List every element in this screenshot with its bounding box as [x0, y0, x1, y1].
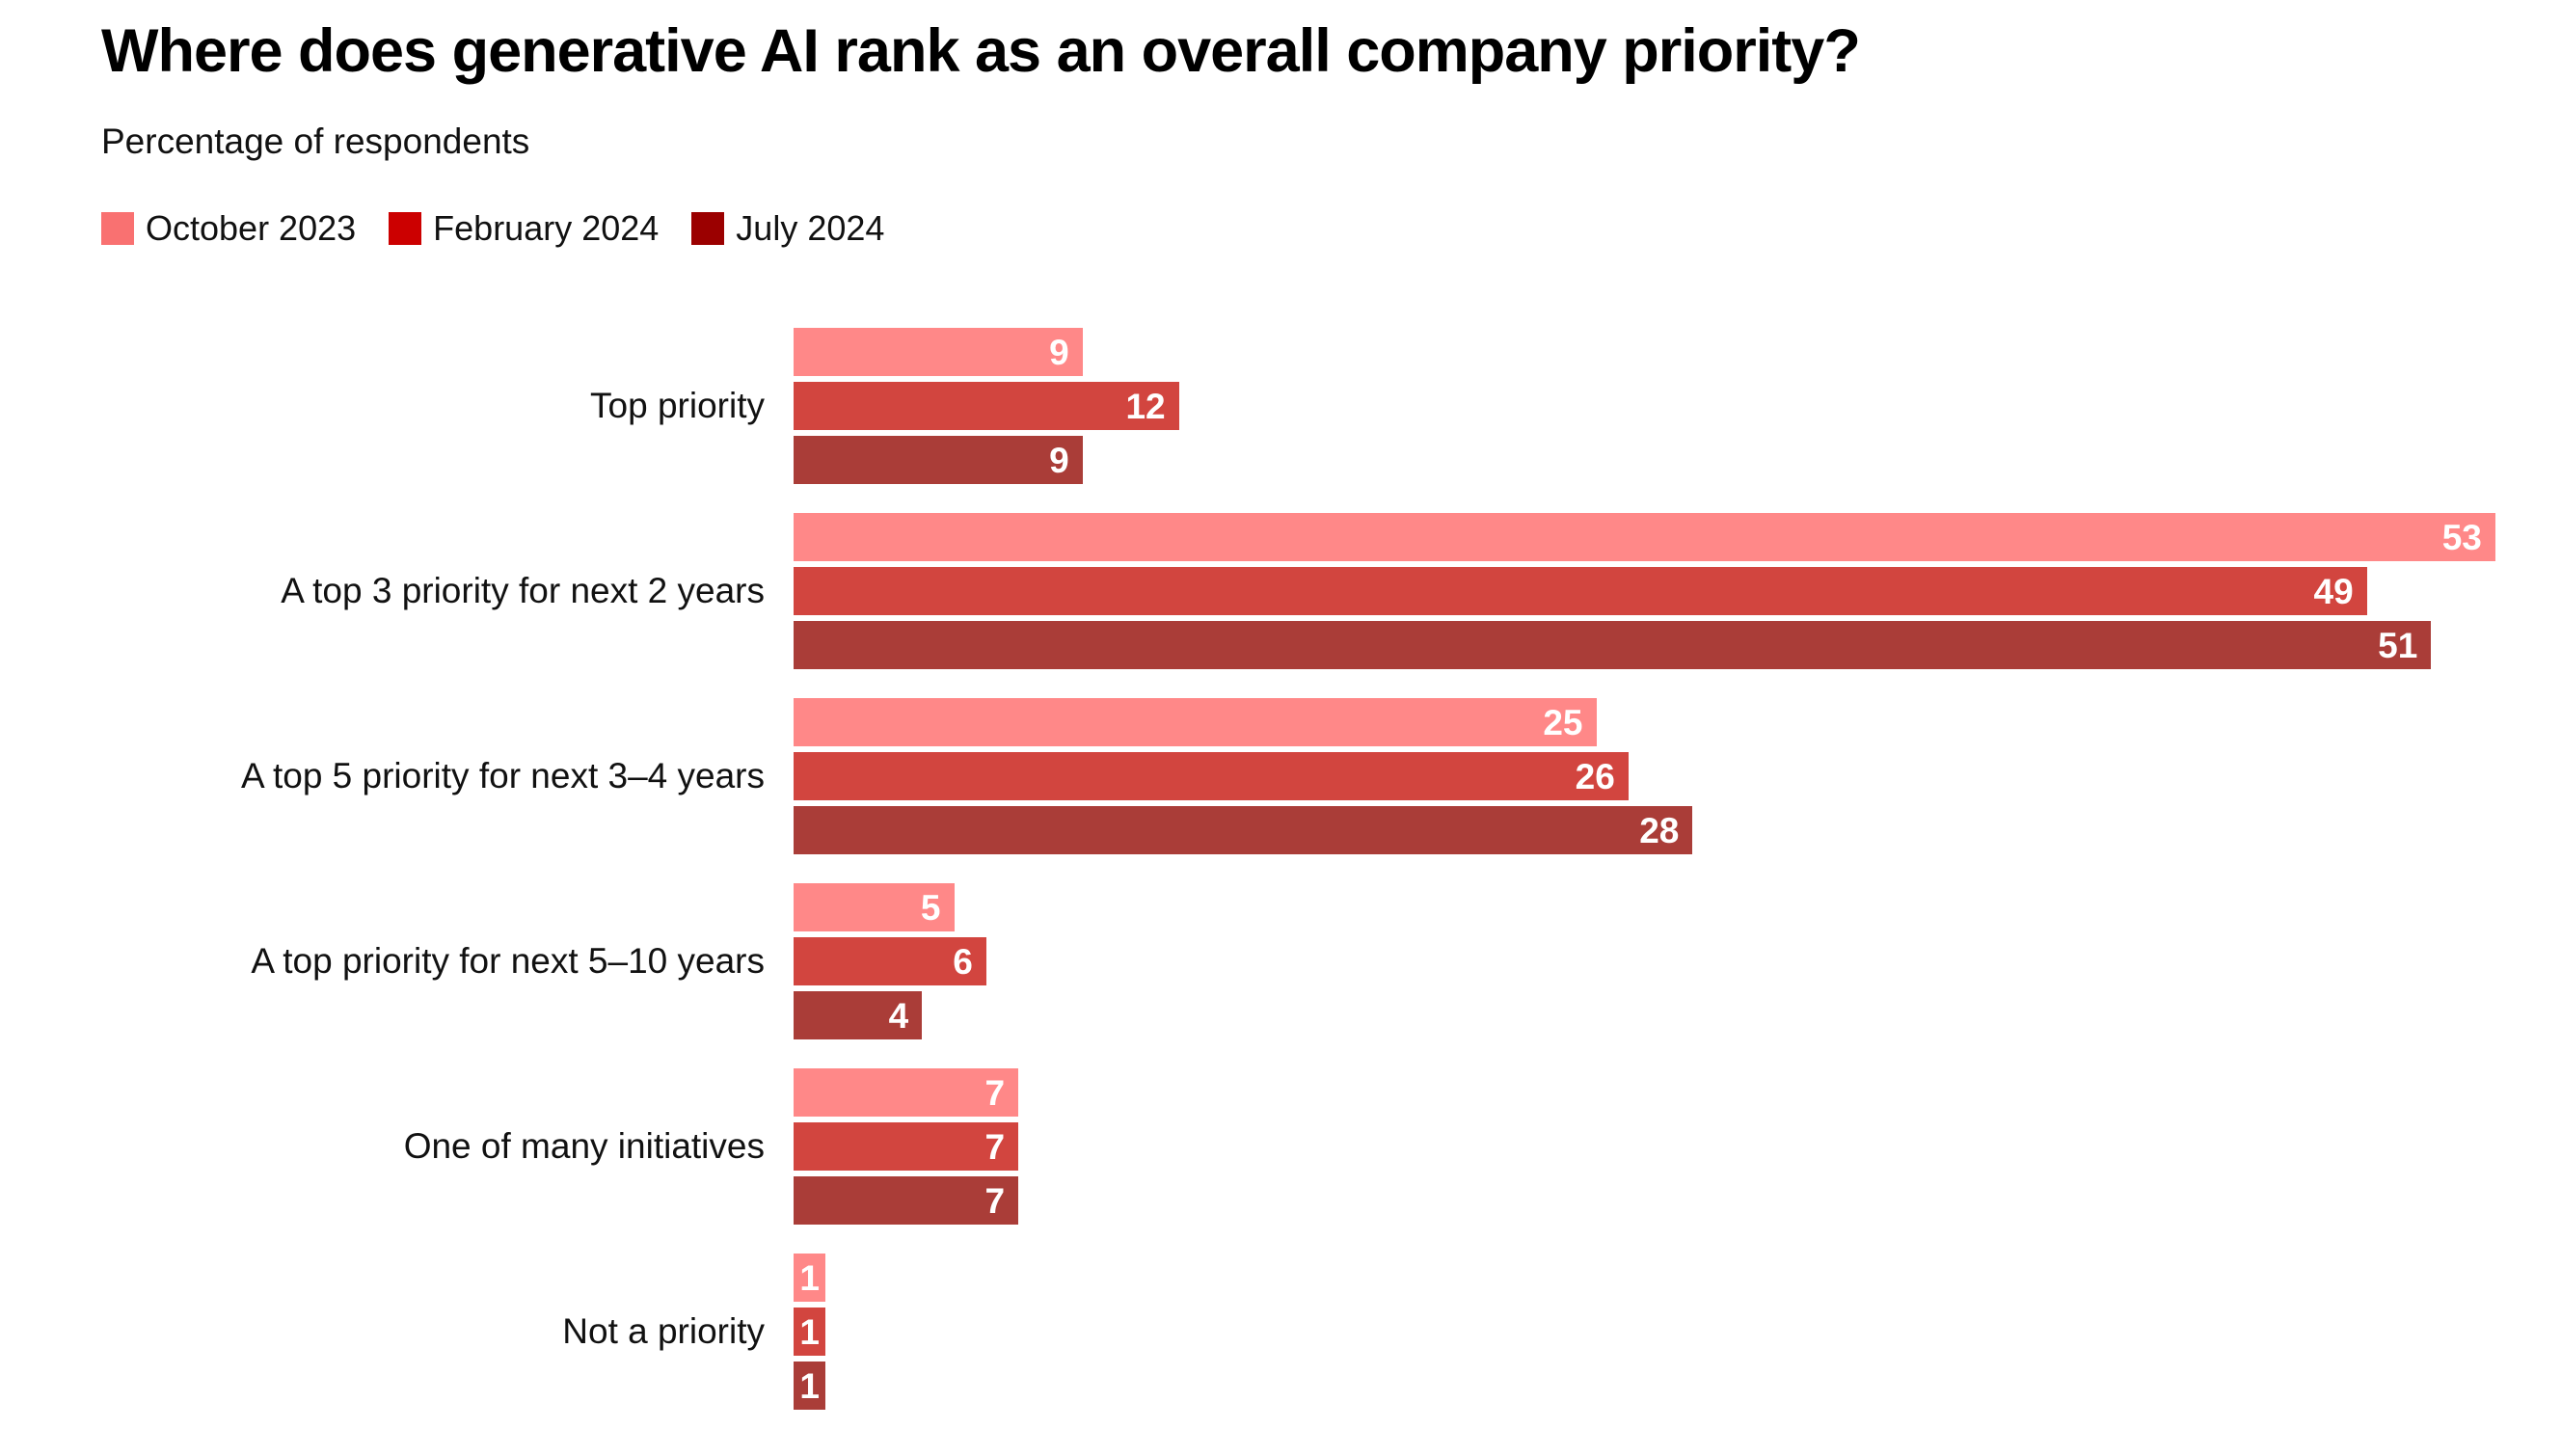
- bar-july-2024: 4: [794, 991, 923, 1039]
- legend-item: July 2024: [691, 208, 884, 249]
- bar-february-2024: 26: [794, 752, 1629, 800]
- bar-value-label: 12: [1125, 386, 1166, 426]
- category-row: Not a priority 1 1 1: [0, 1254, 2561, 1410]
- bar-october-2023: 25: [794, 698, 1597, 746]
- bar-value-label: 7: [984, 1126, 1006, 1167]
- category-row: One of many initiatives 7 7 7: [0, 1068, 2561, 1225]
- bar-july-2024: 7: [794, 1176, 1019, 1225]
- bar-value-label: 1: [799, 1311, 820, 1352]
- bar-group: 9 12 9: [794, 328, 1179, 484]
- category-label: A top 5 priority for next 3–4 years: [241, 756, 765, 795]
- category-label: Top priority: [590, 386, 765, 425]
- bar-february-2024: 12: [794, 382, 1179, 430]
- bar-value-label: 51: [2378, 625, 2418, 665]
- bar-february-2024: 6: [794, 937, 986, 985]
- legend-label: February 2024: [433, 208, 660, 248]
- category-label: Not a priority: [562, 1311, 765, 1351]
- legend-label: July 2024: [736, 208, 885, 248]
- bar-value-label: 26: [1575, 756, 1615, 796]
- bar-value-label: 25: [1543, 702, 1583, 742]
- bar-group: 53 49 51: [794, 513, 2495, 669]
- bar-group: 7 7 7: [794, 1068, 1019, 1225]
- legend-label: October 2023: [146, 208, 357, 248]
- bar-value-label: 7: [984, 1072, 1006, 1113]
- bar-value-label: 9: [1049, 332, 1069, 372]
- bar-february-2024: 1: [794, 1308, 826, 1356]
- category-label: A top 3 priority for next 2 years: [281, 571, 765, 610]
- bar-february-2024: 49: [794, 567, 2367, 615]
- bar-value-label: 28: [1639, 810, 1680, 850]
- bar-october-2023: 7: [794, 1068, 1019, 1117]
- bar-october-2023: 5: [794, 883, 955, 931]
- legend-item: October 2023: [101, 208, 356, 249]
- bar-october-2023: 53: [794, 513, 2495, 561]
- bar-value-label: 1: [799, 1257, 820, 1298]
- legend-swatch: [691, 212, 725, 245]
- legend: October 2023 February 2024 July 2024: [101, 208, 884, 249]
- category-row: Top priority 9 12 9: [0, 328, 2561, 484]
- legend-swatch: [101, 212, 134, 245]
- bar-value-label: 9: [1049, 440, 1069, 480]
- bar-group: 1 1 1: [794, 1254, 826, 1410]
- legend-swatch: [389, 212, 422, 245]
- bar-july-2024: 51: [794, 621, 2432, 669]
- bar-group: 25 26 28: [794, 698, 1693, 854]
- bar-value-label: 1: [799, 1365, 820, 1406]
- bar-value-label: 53: [2441, 517, 2482, 557]
- chart-subtitle: Percentage of respondents: [101, 121, 530, 161]
- bar-value-label: 4: [888, 995, 909, 1036]
- category-row: A top 5 priority for next 3–4 years 25 26 2…: [0, 698, 2561, 854]
- category-label: One of many initiatives: [403, 1126, 765, 1166]
- bar-chart: Top priority 9 12 9 A top 3 priority for nex…: [0, 328, 2561, 1446]
- bar-value-label: 6: [953, 941, 973, 982]
- chart-title: Where does generative AI rank as an over…: [101, 17, 1861, 85]
- bar-july-2024: 28: [794, 806, 1693, 854]
- category-row: A top priority for next 5–10 years 5 6 4: [0, 883, 2561, 1039]
- bar-february-2024: 7: [794, 1122, 1019, 1171]
- category-row: A top 3 priority for next 2 years 53 49 51: [0, 513, 2561, 669]
- bar-value-label: 7: [984, 1180, 1006, 1221]
- bar-october-2023: 9: [794, 328, 1083, 376]
- bar-july-2024: 1: [794, 1362, 826, 1410]
- bar-july-2024: 9: [794, 436, 1083, 484]
- legend-item: February 2024: [389, 208, 659, 249]
- bar-october-2023: 1: [794, 1254, 826, 1302]
- category-label: A top priority for next 5–10 years: [251, 941, 765, 981]
- bar-value-label: 5: [920, 887, 941, 928]
- bar-value-label: 49: [2313, 571, 2354, 611]
